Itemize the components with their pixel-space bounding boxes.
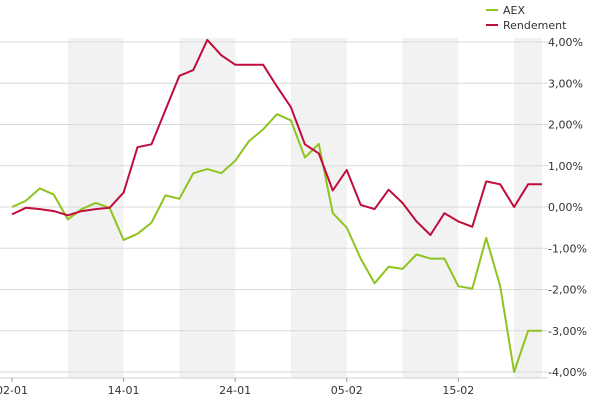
y-tick-label: -1,00% — [548, 242, 587, 255]
series-line-aex — [11, 113, 542, 373]
shaded-band-3 — [402, 38, 459, 378]
shaded-band-2 — [290, 38, 347, 378]
shaded-band-4 — [514, 38, 542, 378]
y-axis-ticks: 4,00% 3,00% 2,00% 1,00% 0,00% -1,00% -2,00% -3,… — [548, 36, 587, 379]
series-line-rendement — [11, 38, 542, 236]
y-tick-label: 1,00% — [548, 160, 583, 173]
x-tick-label: 15-02 — [442, 384, 474, 397]
y-tick-label: -2,00% — [548, 284, 587, 297]
y-tick-label: 2,00% — [548, 119, 583, 132]
shaded-band-0 — [67, 38, 124, 378]
x-tick-label: 05-02 — [331, 384, 363, 397]
series-lines — [11, 38, 542, 373]
y-tick-label: 4,00% — [548, 36, 583, 49]
y-tick-label: 0,00% — [548, 201, 583, 214]
legend-label-aex: AEX — [503, 4, 525, 17]
legend: AEX Rendement — [486, 4, 567, 32]
x-tick-label: 14-01 — [108, 384, 140, 397]
shaded-band-1 — [179, 38, 236, 378]
y-tick-label: -4,00% — [548, 366, 587, 379]
grid-lines — [0, 41, 548, 373]
x-tick-label: 24-01 — [219, 384, 251, 397]
x-axis-ticks: 02-01 14-01 24-01 05-02 15-02 — [0, 377, 548, 397]
shaded-bands — [67, 38, 542, 378]
legend-label-rendement: Rendement — [503, 19, 567, 32]
x-tick-label: 02-01 — [0, 384, 28, 397]
y-tick-label: -3,00% — [548, 325, 587, 338]
y-tick-label: 3,00% — [548, 77, 583, 90]
